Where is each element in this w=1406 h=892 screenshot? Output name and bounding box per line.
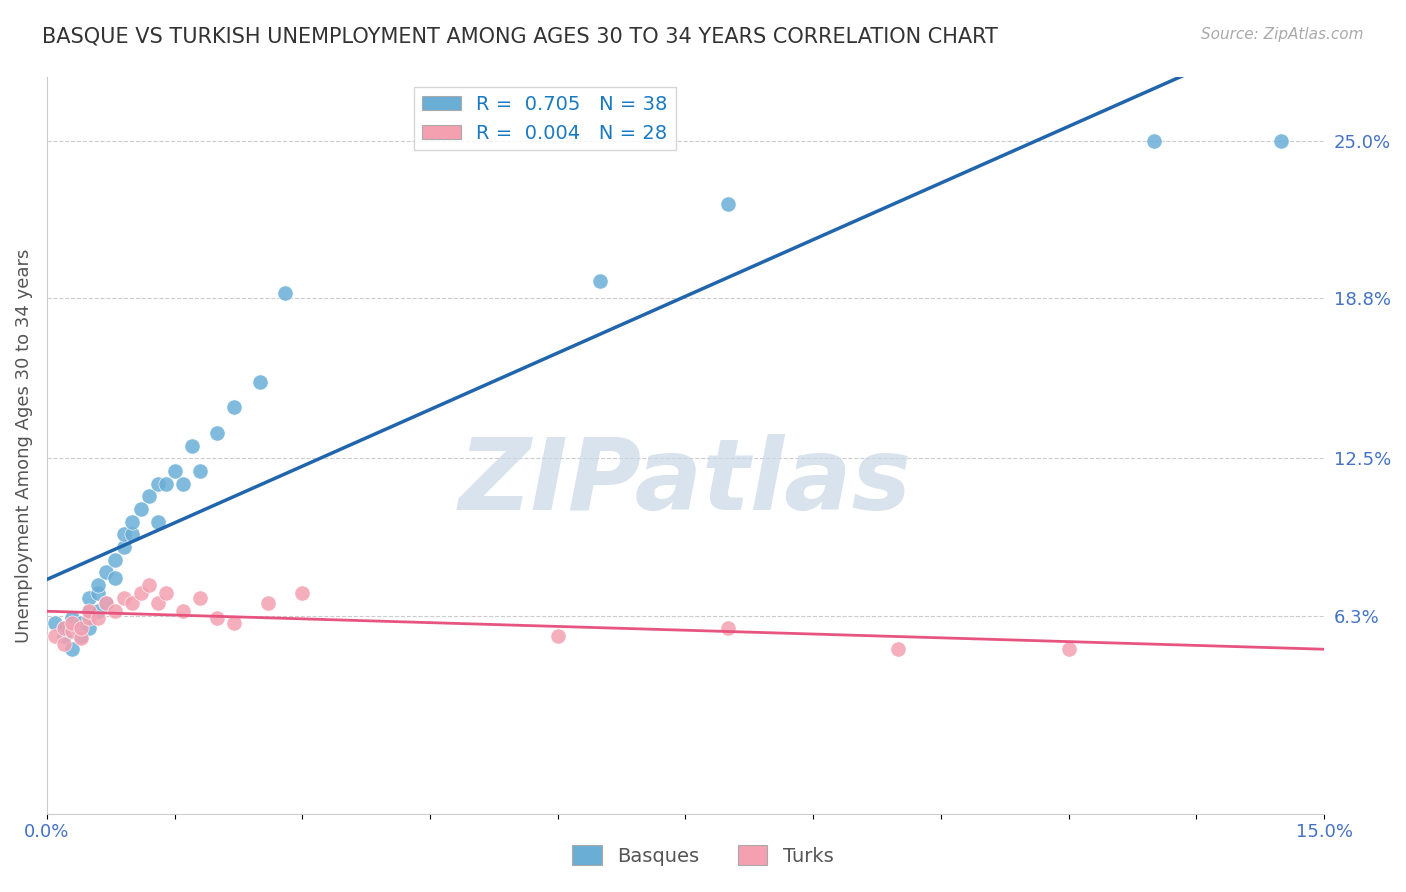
Point <box>547 629 569 643</box>
Point <box>205 425 228 440</box>
Point <box>112 540 135 554</box>
Point <box>104 603 127 617</box>
Point <box>146 515 169 529</box>
Point <box>121 596 143 610</box>
Point <box>52 621 75 635</box>
Point <box>70 629 93 643</box>
Point <box>70 616 93 631</box>
Point <box>172 603 194 617</box>
Point <box>224 401 246 415</box>
Point <box>717 197 740 211</box>
Text: BASQUE VS TURKISH UNEMPLOYMENT AMONG AGES 30 TO 34 YEARS CORRELATION CHART: BASQUE VS TURKISH UNEMPLOYMENT AMONG AGE… <box>42 27 998 46</box>
Point <box>1143 134 1166 148</box>
Point <box>96 566 118 580</box>
Point <box>1270 134 1292 148</box>
Point <box>79 603 101 617</box>
Point <box>87 611 110 625</box>
Legend: Basques, Turks: Basques, Turks <box>565 838 841 873</box>
Point <box>188 591 211 605</box>
Point <box>138 578 160 592</box>
Point <box>62 641 84 656</box>
Point <box>717 621 740 635</box>
Point <box>44 629 66 643</box>
Point <box>205 611 228 625</box>
Point <box>104 553 127 567</box>
Point <box>79 603 101 617</box>
Point <box>70 621 93 635</box>
Point <box>62 616 84 631</box>
Point <box>257 596 280 610</box>
Point <box>104 570 127 584</box>
Point <box>172 476 194 491</box>
Point <box>52 636 75 650</box>
Point <box>121 527 143 541</box>
Point <box>138 489 160 503</box>
Point <box>1057 641 1080 656</box>
Point <box>291 586 314 600</box>
Point <box>44 616 66 631</box>
Point <box>589 273 612 287</box>
Point <box>96 596 118 610</box>
Point <box>180 438 202 452</box>
Point <box>129 586 152 600</box>
Legend: R =  0.705   N = 38, R =  0.004   N = 28: R = 0.705 N = 38, R = 0.004 N = 28 <box>415 87 676 151</box>
Point <box>79 621 101 635</box>
Point <box>62 611 84 625</box>
Point <box>155 476 177 491</box>
Point <box>87 586 110 600</box>
Point <box>52 621 75 635</box>
Point <box>146 476 169 491</box>
Point <box>112 591 135 605</box>
Point <box>274 286 297 301</box>
Point <box>96 596 118 610</box>
Point <box>62 624 84 638</box>
Point <box>163 464 186 478</box>
Point <box>224 616 246 631</box>
Point <box>87 603 110 617</box>
Text: ZIPatlas: ZIPatlas <box>458 434 912 531</box>
Text: Source: ZipAtlas.com: Source: ZipAtlas.com <box>1201 27 1364 42</box>
Point <box>121 515 143 529</box>
Y-axis label: Unemployment Among Ages 30 to 34 years: Unemployment Among Ages 30 to 34 years <box>15 248 32 643</box>
Point <box>146 596 169 610</box>
Point <box>887 641 910 656</box>
Point <box>155 586 177 600</box>
Point <box>70 632 93 646</box>
Point <box>112 527 135 541</box>
Point <box>87 578 110 592</box>
Point <box>249 375 271 389</box>
Point <box>188 464 211 478</box>
Point <box>79 611 101 625</box>
Point <box>52 629 75 643</box>
Point <box>79 591 101 605</box>
Point <box>129 502 152 516</box>
